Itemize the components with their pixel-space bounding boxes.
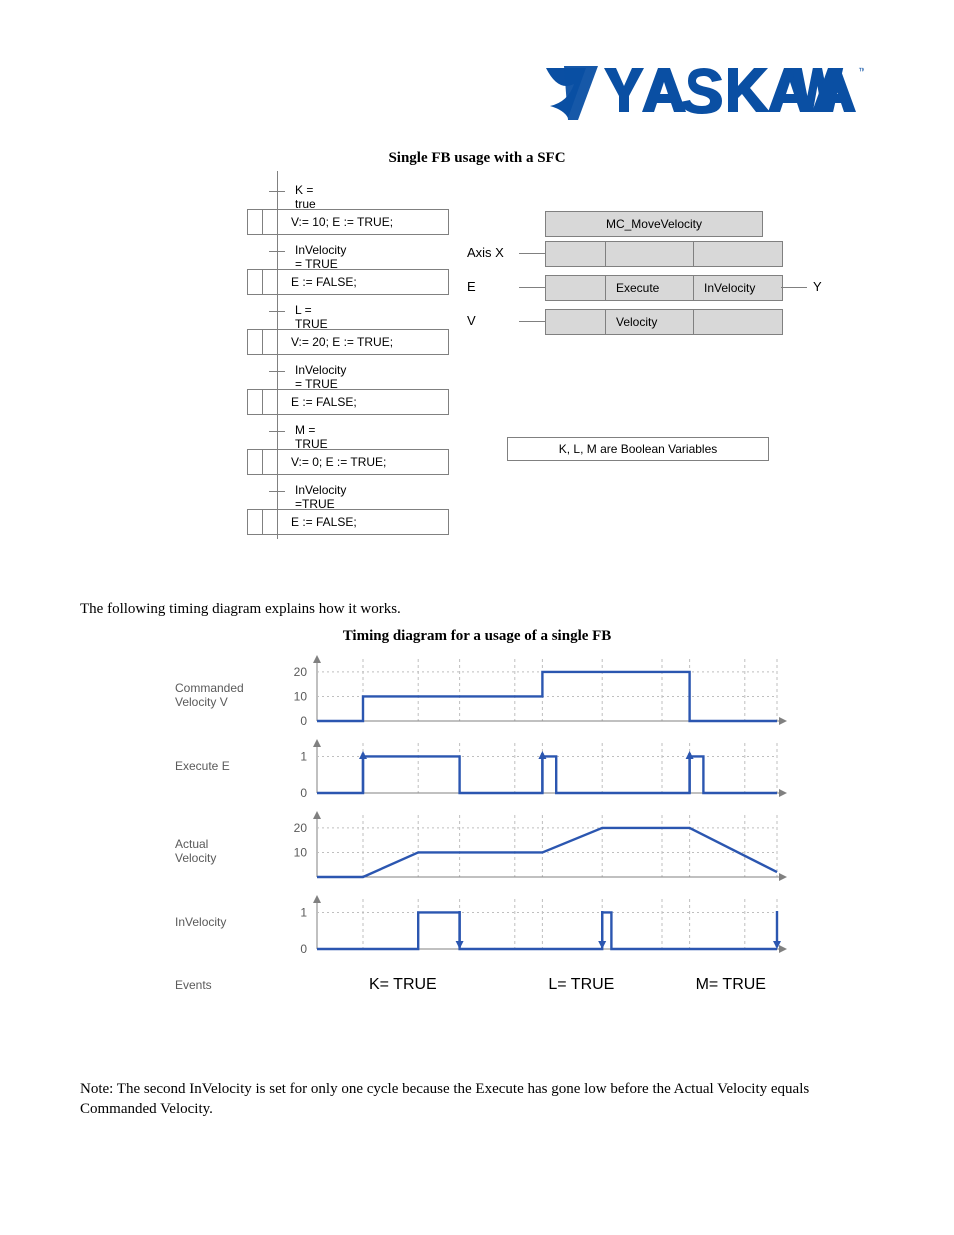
svg-text:Commanded: Commanded xyxy=(175,681,244,695)
svg-text:10: 10 xyxy=(294,689,308,703)
svg-text:0: 0 xyxy=(300,714,307,728)
brand-logo: ™ xyxy=(544,62,864,129)
sfc-transition: L = TRUE xyxy=(295,303,328,331)
svg-text:Velocity: Velocity xyxy=(175,851,216,865)
fb-title: MC_MoveVelocity xyxy=(545,211,763,237)
svg-text:K= TRUE: K= TRUE xyxy=(369,976,437,993)
klm-note: K, L, M are Boolean Variables xyxy=(507,437,769,461)
svg-text:0: 0 xyxy=(300,786,307,800)
svg-text:Events: Events xyxy=(175,978,212,992)
sfc-transition: InVelocity = TRUE xyxy=(295,243,346,271)
figure1-title: Single FB usage with a SFC xyxy=(80,150,874,167)
sfc-transition: M = TRUE xyxy=(295,423,328,451)
svg-text:10: 10 xyxy=(294,845,308,859)
fb-left-label: Axis X xyxy=(467,245,504,260)
svg-text:L= TRUE: L= TRUE xyxy=(548,976,614,993)
svg-text:20: 20 xyxy=(294,665,308,679)
paragraph-1: The following timing diagram explains ho… xyxy=(80,601,874,618)
fb-port xyxy=(693,241,783,267)
svg-text:1: 1 xyxy=(300,905,307,919)
fb-right-label: Y xyxy=(813,279,822,294)
figure1: K = trueV:= 10; E := TRUE;InVelocity = T… xyxy=(157,177,797,577)
fb-port-slot xyxy=(545,241,607,267)
fb-left-label: E xyxy=(467,279,476,294)
fb-port-slot xyxy=(545,309,607,335)
sfc-transition: InVelocity = TRUE xyxy=(295,363,346,391)
svg-text:20: 20 xyxy=(294,821,308,835)
svg-text:InVelocity: InVelocity xyxy=(175,915,226,929)
svg-text:1: 1 xyxy=(300,749,307,763)
figure2-title: Timing diagram for a usage of a single F… xyxy=(80,628,874,645)
note-paragraph: Note: The second InVelocity is set for o… xyxy=(80,1079,874,1120)
fb-port: Velocity xyxy=(605,309,695,335)
fb-port xyxy=(605,241,695,267)
fb-port xyxy=(693,309,783,335)
svg-text:™: ™ xyxy=(858,66,864,76)
sfc-step: E := FALSE; xyxy=(247,509,449,535)
svg-text:0: 0 xyxy=(300,942,307,956)
fb-port: Execute xyxy=(605,275,695,301)
fb-port-slot xyxy=(545,275,607,301)
fb-left-label: V xyxy=(467,313,476,328)
svg-text:Actual: Actual xyxy=(175,837,208,851)
svg-text:Execute E: Execute E xyxy=(175,759,230,773)
sfc-transition: InVelocity =TRUE xyxy=(295,483,346,511)
figure2: 20100CommandedVelocity V10Execute E2010A… xyxy=(147,645,807,1065)
svg-text:Velocity V: Velocity V xyxy=(175,695,228,709)
sfc-transition: K = true xyxy=(295,183,316,211)
svg-text:M= TRUE: M= TRUE xyxy=(696,976,766,993)
fb-port: InVelocity xyxy=(693,275,783,301)
